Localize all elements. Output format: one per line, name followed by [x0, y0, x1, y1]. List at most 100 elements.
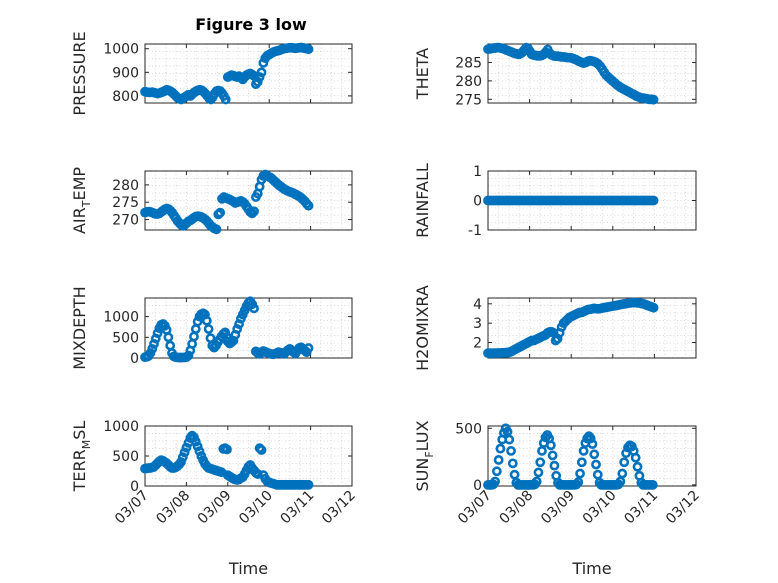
data-point: [589, 449, 600, 460]
data-point: [256, 67, 267, 78]
data-point: [192, 316, 203, 327]
data-point: [648, 302, 659, 313]
data-point: [163, 332, 174, 343]
y-tick-label: 900: [112, 65, 139, 81]
data-point: [648, 195, 659, 206]
y-tick-label: 800: [112, 89, 139, 105]
y-axis-label: MIXDEPTH: [70, 286, 89, 369]
data-point: [493, 455, 504, 465]
data-point: [152, 328, 163, 339]
data-point: [576, 457, 587, 468]
data-point: [303, 343, 314, 353]
data-point: [504, 434, 515, 445]
data-point: [256, 445, 267, 455]
panel-mixdepth: 0 500 1000 MIXDEPTH: [70, 286, 353, 370]
axes-box: [487, 43, 697, 104]
data-point: [258, 57, 269, 68]
data-point: [183, 350, 194, 361]
data-point: [545, 440, 556, 451]
data-point: [632, 461, 643, 472]
y-axis-label: PRESSURE: [70, 31, 89, 115]
data-point: [232, 324, 243, 334]
y-tick-label: 500: [455, 421, 482, 437]
data-point: [192, 441, 203, 452]
y-axis-label: AIRTEMP: [70, 167, 93, 234]
y-tick-label: 2: [473, 336, 482, 352]
data-point: [211, 224, 222, 235]
data-point: [491, 466, 502, 477]
data-point: [495, 443, 506, 454]
y-axis-label: THETA: [413, 48, 432, 100]
y-tick-label: 0: [473, 478, 482, 494]
data-point: [617, 468, 628, 479]
y-tick-label: 270: [112, 213, 139, 229]
data-point: [181, 442, 192, 453]
data-point: [647, 479, 658, 490]
data-point: [490, 476, 500, 487]
data-point: [220, 94, 231, 105]
y-tick-label: 1000: [103, 419, 139, 435]
y-tick-label: 1000: [103, 42, 139, 58]
data-point: [591, 459, 601, 470]
data-point: [507, 458, 518, 469]
data-point: [147, 343, 158, 354]
data-point: [531, 476, 542, 487]
data-point: [533, 467, 544, 478]
data-point: [220, 327, 231, 338]
axes-box: [487, 297, 697, 359]
data-point: [179, 447, 190, 458]
y-tick-label: 280: [112, 178, 139, 194]
data-point: [549, 460, 560, 471]
y-tick-label: 4: [473, 297, 482, 313]
y-tick-label: 285: [455, 55, 482, 71]
data-point: [573, 477, 584, 487]
y-tick-label: 1: [473, 164, 482, 180]
data-point: [648, 94, 659, 105]
data-point: [254, 72, 265, 82]
y-axis-label: RAINFALL: [413, 163, 432, 238]
panel-pressure: 800 900 1000 PRESSURE: [70, 31, 353, 116]
panel-h2omixra: 2 3 4 H2OMIXRA: [413, 285, 697, 371]
y-axis-label: H2OMIXRA: [413, 285, 432, 371]
data-point: [222, 444, 232, 455]
axes-box: [144, 170, 353, 231]
figure-title: Figure 3 low: [195, 15, 307, 34]
data-point: [303, 44, 314, 55]
data-point: [215, 207, 226, 218]
data-point: [249, 206, 259, 217]
panel-theta: 275 280 285 THETA: [413, 42, 697, 108]
data-point: [619, 457, 630, 468]
y-tick-label: 3: [473, 316, 482, 332]
x-axis-label: Time: [228, 559, 268, 578]
data-point: [587, 439, 598, 450]
data-point: [176, 457, 186, 467]
y-tick-label: 0: [130, 351, 139, 367]
data-point: [190, 436, 201, 447]
data-point: [535, 457, 546, 468]
data-point: [575, 468, 585, 479]
data-point: [177, 452, 188, 463]
panel-rainfall: -1 0 1 RAINFALL: [413, 163, 697, 239]
y-tick-label: 275: [112, 195, 139, 211]
y-axis-label: SUNFLUX: [413, 420, 436, 491]
y-tick-label: -1: [468, 223, 482, 239]
data-point: [303, 479, 314, 490]
data-point: [630, 452, 641, 463]
data-point: [249, 303, 259, 314]
y-tick-label: 275: [455, 92, 482, 108]
y-tick-label: 0: [130, 479, 139, 495]
data-point: [194, 446, 205, 457]
data-point: [252, 469, 263, 479]
x-axis-label: Time: [571, 559, 611, 578]
data-point: [547, 450, 558, 461]
y-tick-label: 280: [455, 74, 482, 90]
y-tick-label: 0: [473, 194, 482, 210]
y-tick-label: 500: [112, 449, 139, 465]
axes-box: [144, 43, 353, 104]
data-point: [303, 200, 314, 211]
y-tick-label: 500: [112, 330, 139, 346]
y-tick-label: 1000: [103, 310, 139, 326]
